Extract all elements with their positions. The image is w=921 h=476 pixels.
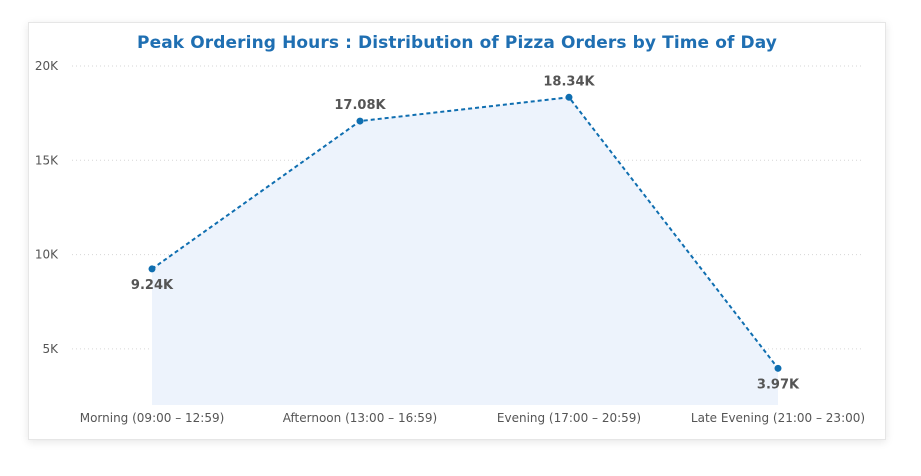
y-tick-label: 10K	[35, 248, 59, 262]
data-label: 17.08K	[334, 98, 386, 113]
y-tick-label: 5K	[42, 342, 59, 356]
y-tick-label: 20K	[35, 59, 59, 73]
data-point	[565, 93, 573, 101]
x-tick-label: Afternoon (13:00 – 16:59)	[283, 411, 437, 425]
data-point	[774, 364, 782, 372]
data-point	[356, 117, 364, 125]
x-tick-label: Evening (17:00 – 20:59)	[497, 411, 641, 425]
data-label: 9.24K	[131, 278, 174, 293]
x-tick-label: Late Evening (21:00 – 23:00)	[691, 411, 865, 425]
data-label: 3.97K	[757, 377, 800, 392]
area-fill	[152, 97, 778, 405]
chart-title: Peak Ordering Hours : Distribution of Pi…	[137, 33, 777, 53]
data-label: 18.34K	[543, 74, 595, 89]
series-line	[151, 96, 779, 369]
x-tick-label: Morning (09:00 – 12:59)	[80, 411, 225, 425]
data-point	[148, 265, 156, 273]
y-tick-label: 15K	[35, 153, 59, 167]
